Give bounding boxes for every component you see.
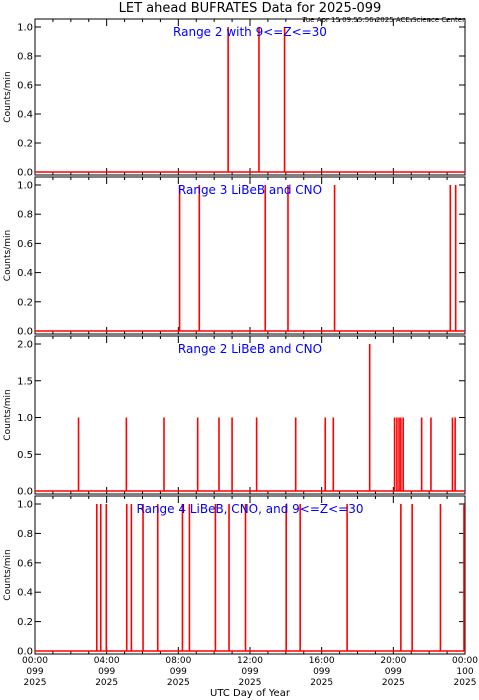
x-tick-label-line: 2025 bbox=[454, 678, 477, 688]
panel-4: 0.0 0.2 0.4 0.6 0.8 1.0 Counts/min Range 4 LiBe… bbox=[3, 495, 466, 658]
y-tick-label: 0.2 bbox=[17, 617, 33, 628]
y-tick-label: 0.8 bbox=[17, 52, 33, 63]
y-tick-label: 0.2 bbox=[17, 139, 33, 150]
y-tick-label: 0.5 bbox=[17, 450, 33, 461]
x-tick-label-line: 12:00 bbox=[237, 656, 263, 666]
x-tick-label-line: 00:00 bbox=[22, 656, 48, 666]
y-tick-label: 0.4 bbox=[17, 110, 33, 121]
y-tick-label: 0.0 bbox=[17, 327, 33, 338]
x-tick-label-line: 2025 bbox=[382, 678, 405, 688]
panel-3: 0.0 0.5 1.0 1.5 2.0 Counts/min Range 2 LiBeB a… bbox=[3, 335, 466, 498]
y-axis-label: Counts/min bbox=[3, 549, 13, 600]
y-tick-label: 0.8 bbox=[17, 210, 33, 221]
y-axis-label: Counts/min bbox=[3, 71, 13, 122]
x-axis-label: UTC Day of Year bbox=[210, 688, 291, 699]
y-tick-label: 0.4 bbox=[17, 588, 33, 599]
y-tick-label: 0.8 bbox=[17, 529, 33, 540]
y-tick-label: 1.0 bbox=[17, 413, 33, 424]
x-tick-label-line: 00:00 bbox=[452, 656, 478, 666]
x-tick-label-line: 2025 bbox=[310, 678, 333, 688]
y-tick-label: 0.2 bbox=[17, 297, 33, 308]
panel-1: 0.0 0.2 0.4 0.6 0.8 1.0 Counts/min Range 2 with… bbox=[3, 18, 466, 179]
y-tick-label: 0.0 bbox=[17, 168, 33, 179]
panel-title: Range 2 with 9<=Z<=30 bbox=[173, 25, 327, 39]
y-tick-label: 1.0 bbox=[17, 23, 33, 34]
x-tick-label-line: 099 bbox=[98, 667, 115, 677]
panel-title: Range 4 LiBeB, CNO, and 9<=Z<=30 bbox=[137, 502, 364, 516]
x-axis: 00:00099202504:00099202508:00099202512:0… bbox=[22, 656, 478, 688]
panel-2: 0.0 0.2 0.4 0.6 0.8 1.0 Counts/min Range 3 LiBe… bbox=[3, 176, 466, 338]
x-tick-label-line: 099 bbox=[385, 667, 402, 677]
x-tick-label-line: 20:00 bbox=[380, 656, 406, 666]
x-tick-label-line: 100 bbox=[456, 667, 473, 677]
figure-title: LET ahead BUFRATES Data for 2025-099 bbox=[119, 1, 382, 16]
x-tick-label-line: 08:00 bbox=[165, 656, 191, 666]
figure-timestamp: Tue Apr 15 09:55:56 2025 ACE Science Cen… bbox=[302, 16, 466, 24]
panel-title: Range 3 LiBeB and CNO bbox=[178, 183, 322, 197]
y-tick-label: 0.0 bbox=[17, 647, 33, 658]
x-tick-label-line: 2025 bbox=[24, 678, 47, 688]
y-axis-label: Counts/min bbox=[3, 389, 13, 440]
x-tick-label-line: 2025 bbox=[95, 678, 118, 688]
panel-title: Range 2 LiBeB and CNO bbox=[178, 342, 322, 356]
panels: 0.0 0.2 0.4 0.6 0.8 1.0 Counts/min Range 2 with… bbox=[3, 18, 466, 658]
y-tick-label: 0.6 bbox=[17, 81, 33, 92]
y-tick-label: 1.5 bbox=[17, 376, 33, 387]
y-tick-label: 0.6 bbox=[17, 239, 33, 250]
x-tick-label-line: 099 bbox=[241, 667, 258, 677]
x-tick-label-line: 04:00 bbox=[94, 656, 120, 666]
y-axis-label: Counts/min bbox=[3, 230, 13, 281]
y-tick-label: 1.0 bbox=[17, 181, 33, 192]
y-tick-label: 0.4 bbox=[17, 268, 33, 279]
x-tick-label-line: 099 bbox=[170, 667, 187, 677]
y-tick-label: 1.0 bbox=[17, 500, 33, 511]
x-tick-label-line: 2025 bbox=[167, 678, 190, 688]
x-tick-label-line: 16:00 bbox=[309, 656, 335, 666]
x-tick-label-line: 099 bbox=[26, 667, 43, 677]
y-tick-label: 0.6 bbox=[17, 558, 33, 569]
y-tick-label: 0.0 bbox=[17, 487, 33, 498]
y-tick-label: 2.0 bbox=[17, 340, 33, 351]
x-tick-label-line: 099 bbox=[313, 667, 330, 677]
x-tick-label-line: 2025 bbox=[239, 678, 262, 688]
